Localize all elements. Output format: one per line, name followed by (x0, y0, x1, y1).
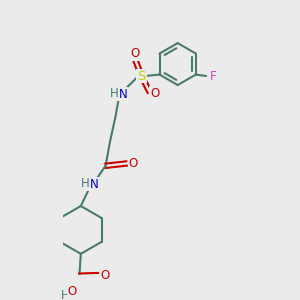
Text: O: O (100, 268, 109, 282)
Text: F: F (209, 70, 216, 83)
Text: O: O (130, 47, 140, 60)
Text: N: N (119, 88, 128, 100)
Text: H: H (60, 289, 69, 300)
Text: N: N (90, 178, 98, 191)
Text: H: H (81, 177, 90, 190)
Text: S: S (137, 70, 146, 83)
Text: O: O (128, 157, 138, 170)
Text: O: O (68, 285, 77, 298)
Text: O: O (150, 87, 160, 100)
Text: H: H (110, 87, 118, 100)
